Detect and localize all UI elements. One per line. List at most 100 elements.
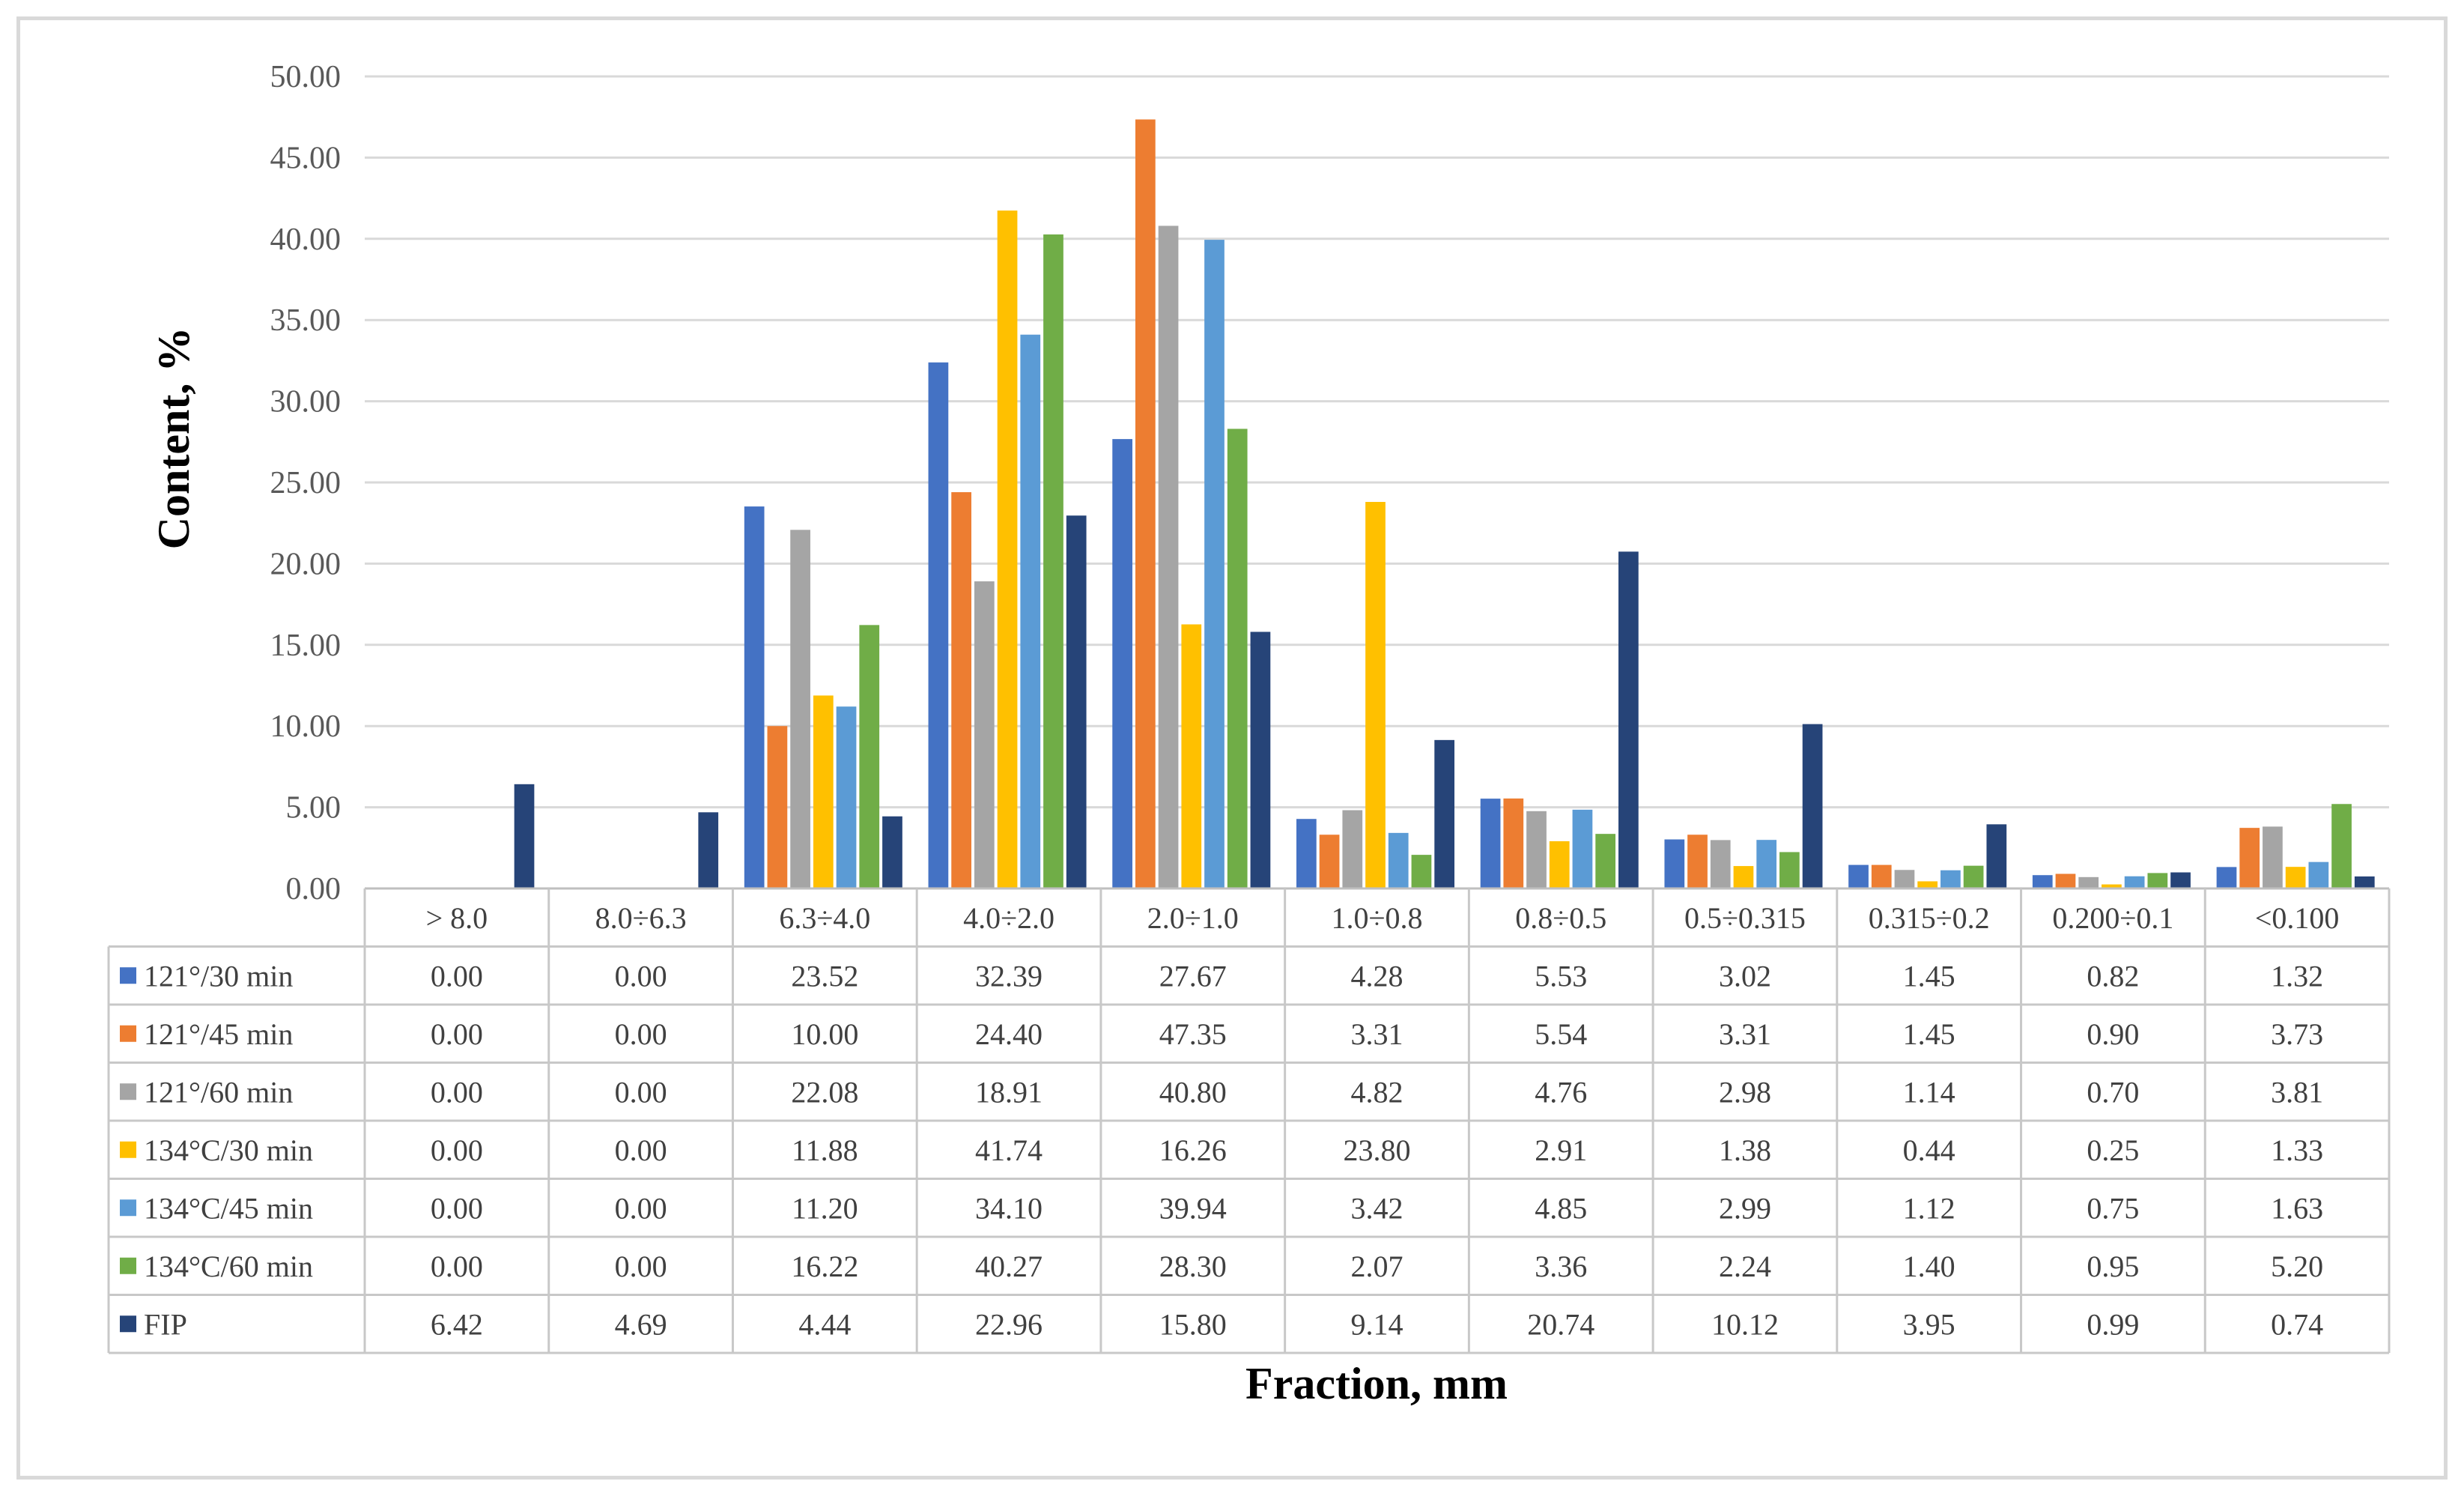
legend-swatch [120,1257,136,1274]
data-label: 0.00 [615,959,667,993]
legend-swatch [120,1025,136,1042]
bar [997,211,1018,889]
data-label: 16.26 [1159,1133,1227,1167]
bar [1572,809,1593,888]
y-tick-label: 20.00 [270,547,342,581]
bar [1733,866,1754,888]
x-tick-label: > 8.0 [426,901,488,935]
bar [1181,624,1202,888]
legend-swatch [120,1199,136,1217]
data-label: 2.24 [1719,1250,1771,1283]
data-label: 1.45 [1903,959,1955,993]
data-label: 6.42 [431,1307,483,1341]
x-tick-label: 1.0÷0.8 [1332,901,1423,935]
data-label: 1.32 [2271,959,2323,993]
data-label: 4.69 [615,1307,667,1341]
legend-entry: 134°C/30 min [144,1133,313,1167]
data-label: 18.91 [975,1075,1043,1109]
data-label: 0.00 [431,1075,483,1109]
data-label: 3.81 [2271,1075,2323,1109]
x-axis-title: Fraction, mm [1245,1359,1508,1408]
bar [1595,834,1616,888]
data-label: 0.00 [615,1133,667,1167]
bar [1986,824,2007,888]
x-tick-label: 2.0÷1.0 [1147,901,1239,935]
legend-entry: FIP [144,1307,187,1341]
data-table: > 8.0 8.0÷6.3 6.3÷4.0 4.0÷2.0 2.0÷1.0 1.0÷0.8… [107,887,2391,1354]
bar [1710,840,1731,888]
bar [1411,855,1432,888]
data-label: 0.00 [431,1250,483,1283]
x-tick-label: 0.200÷0.1 [2052,901,2173,935]
bar [1020,334,1041,888]
y-tick-label: 10.00 [270,709,342,744]
axis-labels: 0.00 5.00 10.00 15.00 20.00 25.00 30.00 35.00 40… [270,60,342,906]
bar [1112,439,1132,888]
bar [2078,876,2099,888]
bar [744,506,765,888]
data-label: 16.22 [791,1250,858,1283]
bar [1917,881,1938,888]
y-tick-label: 40.00 [270,222,342,257]
y-tick-label: 45.00 [270,141,342,175]
data-label: 3.73 [2271,1017,2323,1051]
x-tick-label: 6.3÷4.0 [779,901,870,935]
data-label: 0.99 [2087,1307,2139,1341]
data-label: 3.31 [1719,1017,1771,1051]
data-label: 23.52 [791,959,858,993]
data-label: 47.35 [1159,1017,1227,1051]
bar [1158,225,1179,888]
data-label: 23.80 [1344,1133,1411,1167]
bar [2102,884,2122,888]
bar [2032,875,2053,888]
data-label: 15.80 [1159,1307,1227,1341]
data-label: 0.74 [2271,1307,2323,1341]
bar [2239,828,2260,888]
data-label: 3.42 [1351,1191,1404,1225]
y-tick-label: 35.00 [270,303,342,338]
data-label: 28.30 [1159,1250,1227,1283]
bar [1848,864,1869,888]
bar [1687,835,1708,888]
y-tick-label: 30.00 [270,385,342,420]
bar [1227,428,1248,888]
data-label: 10.12 [1711,1307,1779,1341]
legend-entry: 134°C/45 min [144,1191,313,1225]
bar [2216,867,2237,888]
bars [514,119,2375,889]
y-tick-label: 15.00 [270,629,342,663]
legend-swatch [120,1315,136,1333]
data-label: 3.02 [1719,959,1771,993]
data-label: 4.28 [1351,959,1404,993]
bar [1365,502,1386,888]
bar [859,625,880,888]
bar [1043,234,1063,888]
data-label: 22.08 [791,1075,858,1109]
data-label: 2.98 [1719,1075,1771,1109]
data-label: 22.96 [975,1307,1043,1341]
data-label: 3.36 [1535,1250,1587,1283]
data-label: 11.88 [792,1133,858,1167]
data-label: 27.67 [1159,959,1227,993]
bar [951,492,971,888]
data-label: 40.27 [975,1250,1043,1283]
y-tick-label: 50.00 [270,60,342,94]
bar [1618,551,1639,888]
data-label: 5.53 [1535,959,1587,993]
data-label: 0.00 [431,1133,483,1167]
data-label: 1.33 [2271,1133,2323,1167]
bar [1434,739,1455,888]
data-label: 0.25 [2087,1133,2139,1167]
bar [2055,873,2076,888]
data-label: 4.44 [798,1307,851,1341]
data-label: 3.95 [1903,1307,1955,1341]
data-label: 1.12 [1903,1191,1955,1225]
bar [1779,852,1800,888]
bar [2331,804,2352,888]
bar [2147,873,2168,888]
data-label: 1.40 [1903,1250,1955,1283]
data-label: 20.74 [1527,1307,1594,1341]
y-tick-label: 5.00 [286,791,342,826]
bar [2263,826,2283,888]
legend-swatch [120,967,136,984]
